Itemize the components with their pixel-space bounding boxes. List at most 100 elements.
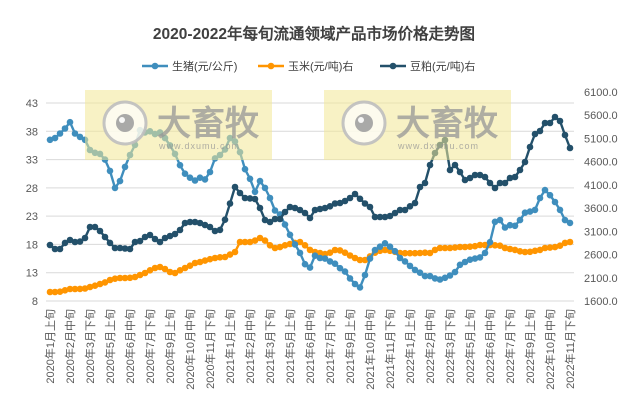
data-point bbox=[521, 158, 529, 166]
data-point bbox=[151, 235, 159, 243]
data-point bbox=[301, 209, 309, 217]
x-tick-label: 2021年7月下旬 bbox=[323, 309, 337, 384]
y-left-tick-label: 33 bbox=[26, 155, 38, 167]
data-point bbox=[521, 209, 529, 216]
data-point bbox=[126, 245, 134, 253]
data-point bbox=[76, 238, 84, 245]
data-point bbox=[116, 244, 124, 252]
data-point bbox=[296, 238, 304, 246]
data-point bbox=[296, 206, 304, 214]
data-point bbox=[271, 207, 279, 214]
x-tick-label: 2022年5月上旬 bbox=[463, 309, 477, 384]
data-point bbox=[491, 242, 499, 249]
data-point bbox=[556, 206, 564, 214]
data-point bbox=[311, 206, 319, 214]
data-point bbox=[181, 264, 189, 272]
data-point bbox=[71, 238, 79, 246]
data-point bbox=[246, 238, 254, 246]
x-axis: 2020年1月上旬 2020年2月中旬 2020年3月下旬 2020年5月上旬 2020… bbox=[43, 309, 577, 390]
data-point bbox=[316, 249, 324, 257]
data-point bbox=[201, 176, 209, 183]
data-point bbox=[496, 242, 504, 249]
y-right-tick-label: 4600.0 bbox=[584, 157, 618, 169]
data-point bbox=[46, 288, 54, 296]
data-point bbox=[146, 267, 154, 274]
legend-label: 生猪(元/公斤) bbox=[172, 59, 237, 73]
data-point bbox=[86, 283, 94, 291]
logo-pupil-icon bbox=[116, 114, 134, 132]
data-point bbox=[201, 257, 209, 264]
x-tick-label: 2022年11月下旬 bbox=[563, 309, 577, 389]
legend-swatch-marker bbox=[151, 62, 159, 70]
data-point bbox=[511, 173, 519, 181]
data-point bbox=[471, 255, 479, 262]
data-point bbox=[121, 245, 129, 252]
y-right-tick-label: 1600.0 bbox=[584, 296, 618, 308]
data-point bbox=[471, 171, 479, 179]
x-tick-label: 2022年10月中旬 bbox=[543, 309, 557, 390]
watermark-url: www.dxumu.com bbox=[158, 141, 240, 151]
data-point bbox=[536, 194, 544, 202]
data-point bbox=[71, 130, 79, 137]
data-point bbox=[166, 232, 174, 240]
data-point bbox=[316, 205, 324, 213]
x-tick-label: 2021年11月下旬 bbox=[383, 309, 397, 389]
data-point bbox=[171, 269, 179, 277]
data-point bbox=[401, 249, 409, 257]
data-point bbox=[451, 161, 459, 169]
data-point bbox=[181, 170, 189, 177]
data-point bbox=[501, 244, 509, 252]
y-right-tick-label: 5100.0 bbox=[584, 133, 618, 145]
data-point bbox=[416, 183, 424, 191]
data-point bbox=[281, 221, 289, 228]
data-point bbox=[66, 118, 74, 126]
x-tick-label: 2020年10月中旬 bbox=[183, 309, 197, 390]
data-point bbox=[261, 237, 269, 244]
data-point bbox=[106, 167, 114, 175]
data-point bbox=[456, 243, 464, 251]
data-point bbox=[461, 176, 469, 184]
data-point bbox=[136, 237, 144, 245]
data-point bbox=[496, 179, 504, 187]
x-tick-label: 2022年1月上旬 bbox=[403, 309, 417, 384]
x-tick-label: 2020年5月上旬 bbox=[103, 309, 117, 384]
data-point bbox=[381, 246, 389, 254]
data-point bbox=[271, 244, 279, 252]
data-point bbox=[531, 247, 539, 255]
data-point bbox=[446, 244, 454, 252]
data-point bbox=[176, 226, 184, 234]
data-point bbox=[241, 238, 249, 246]
data-point bbox=[136, 271, 144, 279]
data-point bbox=[156, 263, 164, 271]
data-point bbox=[411, 249, 419, 257]
data-point bbox=[371, 213, 379, 221]
data-point bbox=[451, 244, 459, 251]
data-point bbox=[366, 203, 374, 211]
x-tick-label: 2022年2月中旬 bbox=[423, 309, 437, 384]
data-point bbox=[121, 274, 129, 282]
data-point bbox=[446, 272, 454, 279]
data-point bbox=[61, 239, 69, 247]
data-point bbox=[321, 255, 329, 262]
data-point bbox=[381, 240, 389, 247]
data-point bbox=[511, 246, 519, 254]
data-point bbox=[191, 259, 199, 267]
x-tick-label: 2020年3月下旬 bbox=[83, 309, 97, 384]
data-point bbox=[406, 249, 414, 257]
series-2 bbox=[46, 113, 574, 253]
data-point bbox=[226, 200, 234, 207]
data-point bbox=[386, 212, 394, 220]
data-point bbox=[121, 163, 129, 171]
x-tick-label: 2020年2月中旬 bbox=[63, 309, 77, 384]
data-point bbox=[201, 221, 209, 229]
x-tick-label: 2022年3月下旬 bbox=[443, 309, 457, 384]
data-point bbox=[341, 249, 349, 256]
data-point bbox=[141, 269, 149, 277]
data-point bbox=[541, 186, 549, 194]
data-point bbox=[66, 285, 74, 293]
data-point bbox=[516, 248, 524, 255]
data-point bbox=[516, 216, 524, 224]
data-point bbox=[286, 231, 294, 239]
data-point bbox=[401, 206, 409, 214]
data-point bbox=[146, 231, 154, 239]
